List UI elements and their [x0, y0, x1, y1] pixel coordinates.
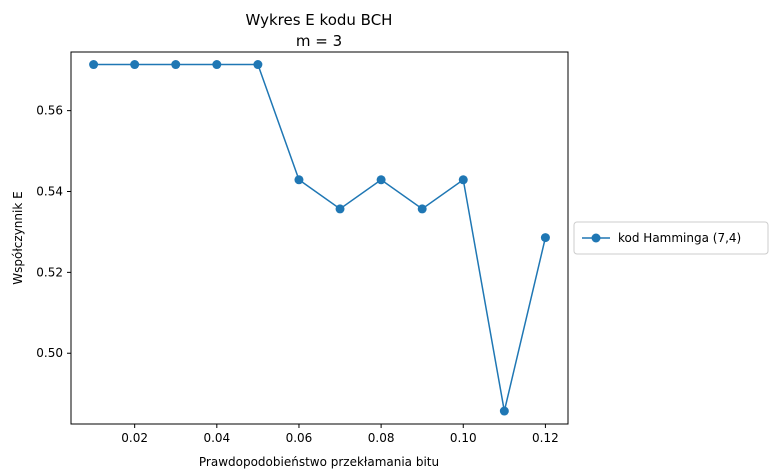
x-tick-label: 0.12	[532, 431, 559, 445]
x-tick-label: 0.04	[203, 431, 230, 445]
legend-box	[573, 221, 769, 255]
chart-subtitle: m = 3	[296, 32, 342, 50]
x-tick-label: 0.02	[121, 431, 148, 445]
data-point	[171, 60, 181, 70]
y-tick-label: 0.56	[36, 104, 63, 118]
series-line	[93, 63, 547, 412]
y-tick-label: 0.52	[36, 265, 63, 279]
data-point	[89, 60, 99, 70]
data-point	[417, 204, 427, 214]
x-tick-label: 0.10	[450, 431, 477, 445]
data-point	[499, 406, 509, 416]
chart-title: Wykres E kodu BCH	[246, 11, 393, 29]
legend-marker	[591, 233, 601, 243]
y-tick-label: 0.50	[36, 346, 63, 360]
series-layer	[89, 60, 550, 416]
x-tick-label: 0.08	[368, 431, 395, 445]
axis-ticks: 0.02 0.04 0.06 0.08 0.10 0.12 0.50 0.52 0.54 0.56	[36, 104, 558, 445]
data-point	[253, 60, 263, 70]
data-point	[376, 175, 386, 185]
y-axis-label: Współczynnik E	[11, 191, 25, 284]
x-axis-label: Prawdopodobieństwo przekłamania bitu	[199, 455, 439, 469]
legend-label: kod Hamminga (7,4)	[618, 231, 741, 245]
data-point	[212, 60, 222, 70]
data-point	[458, 175, 468, 185]
data-point	[130, 60, 140, 70]
data-point	[540, 233, 550, 243]
x-tick-label: 0.06	[286, 431, 313, 445]
plot-frame	[70, 51, 569, 425]
y-tick-label: 0.54	[36, 185, 63, 199]
data-point	[335, 204, 345, 214]
data-point	[294, 175, 304, 185]
legend: kod Hamminga (7,4)	[573, 221, 769, 255]
